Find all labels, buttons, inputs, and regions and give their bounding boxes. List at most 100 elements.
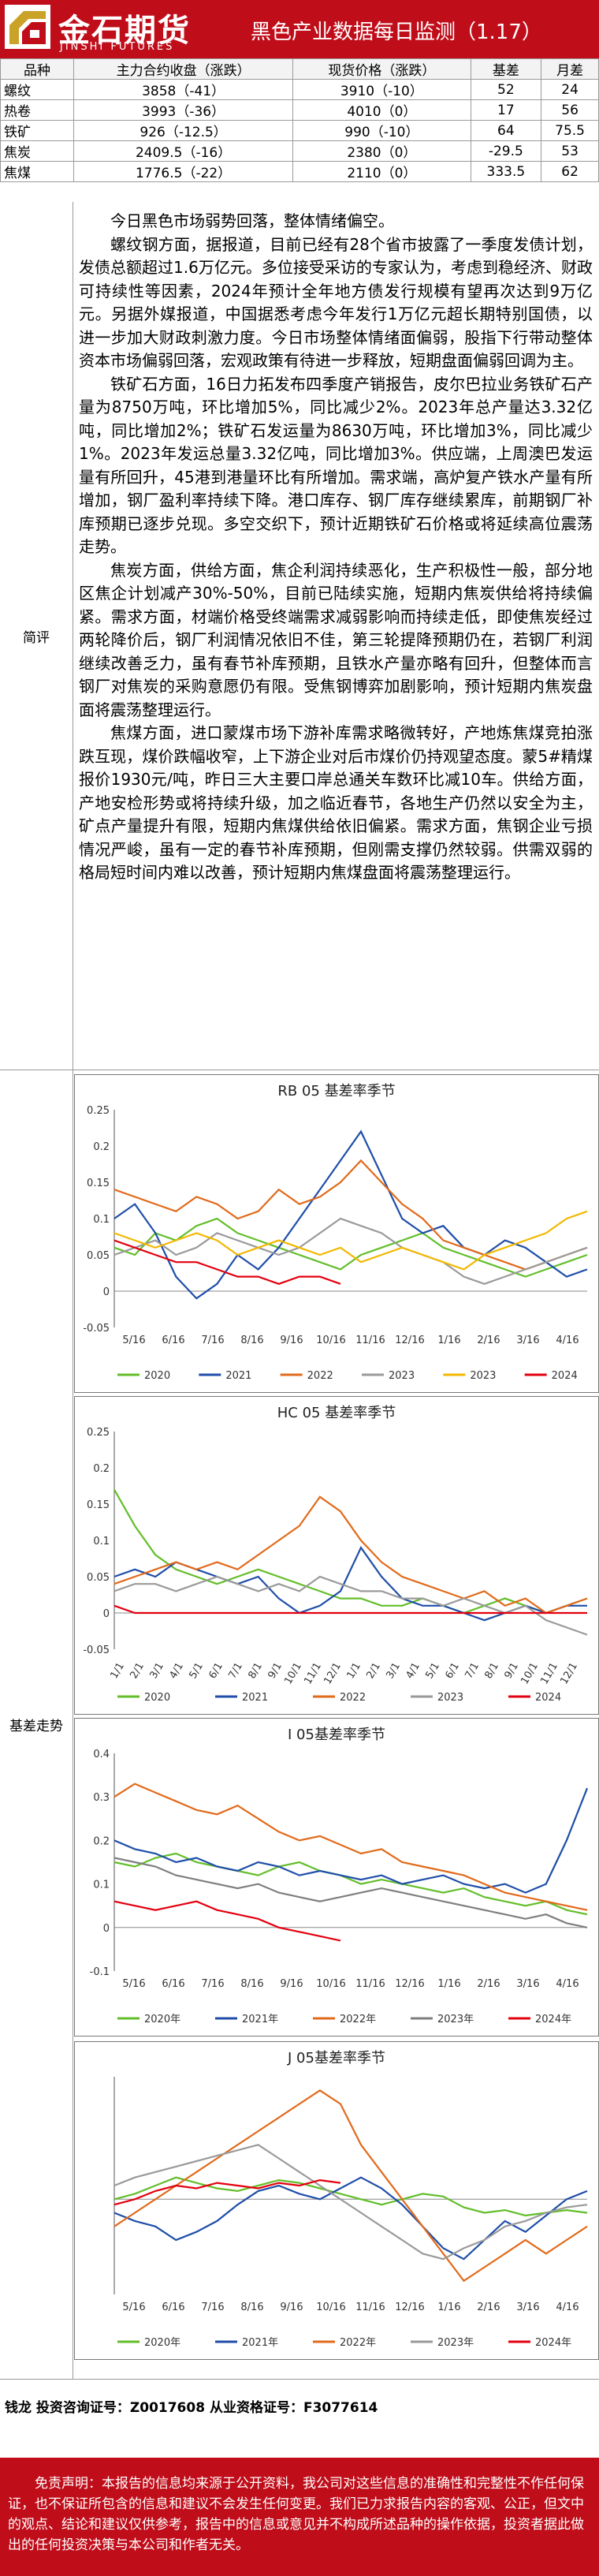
commodity-name: 螺纹 xyxy=(0,79,74,100)
y-tick-label: 0.2 xyxy=(93,1463,110,1475)
legend-label: 2022年 xyxy=(340,2014,376,2025)
y-tick-label: 0 xyxy=(103,1286,110,1298)
x-tick-label: 4/16 xyxy=(556,2302,579,2313)
series-line xyxy=(113,2178,341,2206)
series-line xyxy=(113,2176,588,2261)
x-tick-label: 8/1 xyxy=(483,1661,501,1682)
spot-price: 2110（0） xyxy=(292,161,471,182)
series-line xyxy=(113,1129,588,1300)
price-table: 品种 主力合约收盘（涨跌） 现货价格（涨跌） 基差 月差 螺纹 3858（-41… xyxy=(0,58,599,182)
summary-label: 简评 xyxy=(0,202,73,1070)
chart-title: I 05基差率季节 xyxy=(288,1727,385,1743)
x-tick-label: 9/16 xyxy=(280,2302,303,2313)
basis-value: 52 xyxy=(470,79,542,100)
y-tick-label: -0.05 xyxy=(83,1323,110,1335)
y-tick-label: 0.15 xyxy=(87,1178,110,1189)
series-line xyxy=(113,1857,588,1928)
basis-value: 333.5 xyxy=(470,161,542,182)
legend-label: 2023年 xyxy=(437,2337,474,2349)
futures-close: 3858（-41） xyxy=(73,79,294,100)
y-tick-label: 0.3 xyxy=(93,1792,110,1804)
column-header: 月差 xyxy=(541,58,599,80)
disclaimer-text: 免责声明：本报告的信息均来源于公开资料，我公司对这些信息的准确性和完整性不作任何… xyxy=(8,2476,584,2553)
x-tick-label: 5/16 xyxy=(122,2302,145,2313)
x-tick-label: 1/16 xyxy=(437,2302,460,2313)
x-tick-label: 9/1 xyxy=(266,1661,285,1682)
column-header: 基差 xyxy=(470,58,542,80)
x-tick-label: 1/16 xyxy=(437,1978,460,1990)
x-tick-label: 10/16 xyxy=(316,2302,345,2313)
x-tick-label: 4/1 xyxy=(404,1661,422,1682)
spread-value: 75.5 xyxy=(541,120,599,141)
series-line xyxy=(113,1495,588,1615)
legend-label: 2021年 xyxy=(242,2337,278,2349)
legend-label: 2020年 xyxy=(144,2014,180,2025)
charts-section: 基差走势 RB 05 基差率季节 0.25 0.2 0.15 0.1 0.05 0 -0.05… xyxy=(0,1070,599,2380)
legend-label: 2020年 xyxy=(144,2337,180,2349)
column-header: 品种 xyxy=(0,58,74,80)
spread-value: 24 xyxy=(541,79,599,100)
series-line xyxy=(113,1489,588,1615)
x-tick-label: 8/16 xyxy=(240,1978,263,1990)
x-tick-label: 7/1 xyxy=(463,1661,482,1682)
x-tick-label: 3/16 xyxy=(516,1335,539,1346)
logo-emblem-icon xyxy=(5,5,50,49)
j-basis-chart: J 05基差率季节 5/16 6/16 7/16 8/16 9/16 10/16 11/16 1… xyxy=(74,2041,599,2360)
basis-value: -29.5 xyxy=(470,140,542,162)
y-tick-label: 0.25 xyxy=(87,1105,110,1117)
logo: 金石期货 JINSHI FUTURES xyxy=(3,3,200,55)
x-tick-label: 12/16 xyxy=(395,1335,424,1346)
basis-value: 17 xyxy=(470,99,542,121)
x-tick-label: 5/1 xyxy=(424,1661,442,1682)
table-row: 焦炭 2409.5（-16） 2380（0） -29.5 53 xyxy=(0,140,599,162)
x-tick-label: 5/16 xyxy=(122,1335,145,1346)
x-tick-label: 3/1 xyxy=(148,1661,166,1682)
x-tick-label: 12/1 xyxy=(322,1661,344,1687)
chart-title: J 05基差率季节 xyxy=(287,2050,385,2066)
commodity-name: 铁矿 xyxy=(0,120,74,141)
x-tick-label: 1/1 xyxy=(109,1661,127,1682)
legend-label: 2022年 xyxy=(340,2337,376,2349)
y-tick-label: 0.1 xyxy=(93,1880,110,1891)
table-header-row: 品种 主力合约收盘（涨跌） 现货价格（涨跌） 基差 月差 xyxy=(0,58,599,80)
x-tick-label: 8/16 xyxy=(240,1335,263,1346)
y-tick-label: 0.2 xyxy=(93,1835,110,1847)
series-line xyxy=(113,1239,341,1285)
y-tick-label: 0.1 xyxy=(93,1536,110,1547)
series-line xyxy=(113,2144,588,2261)
legend-label: 2023年 xyxy=(437,2014,474,2025)
x-tick-label: 4/16 xyxy=(556,1978,579,1990)
contact-section: 钱龙 投资咨询证号：Z0017608 从业资格证号：F3077614 xyxy=(0,2379,599,2458)
x-tick-label: 4/16 xyxy=(556,1335,579,1346)
x-tick-label: 10/1 xyxy=(282,1661,304,1687)
x-tick-label: 9/16 xyxy=(280,1978,303,1990)
x-tick-label: 8/16 xyxy=(240,2302,263,2313)
analyst-contact: 钱龙 投资咨询证号：Z0017608 从业资格证号：F3077614 xyxy=(5,2400,378,2416)
futures-close: 2409.5（-16） xyxy=(73,140,294,162)
x-tick-label: 11/16 xyxy=(355,2302,385,2313)
legend-label: 2024年 xyxy=(535,2337,571,2349)
x-tick-label: 5/16 xyxy=(122,1978,145,1990)
summary-paragraph: 螺纹钢方面，据报道，目前已经有28个省市披露了一季度发债计划，发债总额超过1.6… xyxy=(79,234,593,371)
rb-basis-chart-svg: RB 05 基差率季节 0.25 0.2 0.15 0.1 0.05 0 -0.05 5/16 6… xyxy=(83,1083,588,1382)
x-tick-label: 3/16 xyxy=(516,1978,539,1990)
x-tick-label: 4/1 xyxy=(168,1661,186,1682)
x-tick-label: 2/1 xyxy=(128,1661,147,1682)
y-tick-label: -0.05 xyxy=(83,1645,110,1656)
legend-label: 2023 xyxy=(437,1692,463,1704)
logo-chinese-text: 金石期货 xyxy=(58,13,191,49)
series-line xyxy=(113,1852,588,1916)
spot-price: 4010（0） xyxy=(292,99,471,121)
legend-label: 2022 xyxy=(340,1692,366,1704)
y-tick-label: 0.25 xyxy=(87,1427,110,1439)
legend-label: 2021 xyxy=(242,1692,268,1704)
x-tick-label: 12/16 xyxy=(395,2302,424,2313)
series-line xyxy=(113,1604,587,1615)
x-tick-label: 1/1 xyxy=(345,1661,363,1682)
x-tick-label: 2/1 xyxy=(365,1661,383,1682)
x-tick-label: 7/16 xyxy=(201,2302,224,2313)
x-tick-label: 6/16 xyxy=(162,1978,184,1990)
disclaimer-banner: 免责声明：本报告的信息均来源于公开资料，我公司对这些信息的准确性和完整性不作任何… xyxy=(0,2458,599,2576)
futures-close: 3993（-36） xyxy=(73,99,294,121)
